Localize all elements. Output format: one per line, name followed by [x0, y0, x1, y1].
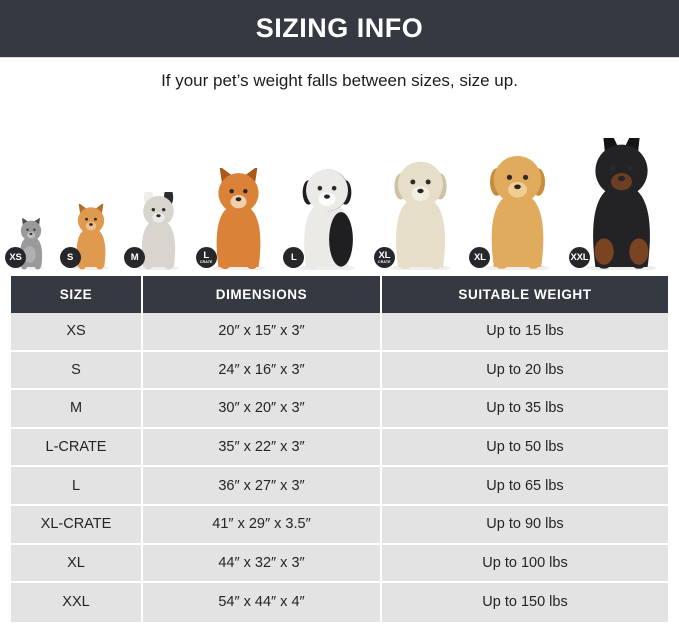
subtitle-container: If your pet’s weight falls between sizes…	[0, 58, 679, 104]
column-header-dimensions: DIMENSIONS	[143, 276, 382, 313]
size-badge: M	[124, 247, 146, 268]
pet-size-comparison-row: XS S M	[0, 104, 679, 276]
weight-cell: Up to 35 lbs	[382, 390, 668, 429]
size-badge: L	[283, 247, 305, 268]
pet-slot-xxl: XXL	[568, 104, 665, 270]
dog-border-collie-icon: L	[283, 164, 362, 270]
pet-slot-xl-crate: XL CRATE	[373, 104, 458, 270]
size-badge-label: L	[203, 249, 209, 261]
size-cell: XXL	[11, 583, 143, 622]
page-header: SIZING INFO	[0, 0, 679, 58]
weight-cell: Up to 65 lbs	[382, 467, 668, 506]
size-badge: XL	[469, 247, 491, 268]
dimensions-cell: 35″ x 22″ x 3″	[143, 428, 382, 468]
cat-icon: XS	[5, 218, 48, 270]
size-badge: L CRATE	[195, 247, 217, 268]
size-cell: XS	[11, 313, 143, 352]
table-row: M 30″ x 20″ x 3″ Up to 35 lbs	[11, 390, 668, 429]
pet-silhouette	[390, 161, 451, 270]
weight-cell: Up to 50 lbs	[382, 428, 668, 468]
pet-slot-m: M	[124, 104, 184, 270]
size-badge: S	[59, 247, 81, 268]
table-row: L-CRATE 35″ x 22″ x 3″ Up to 50 lbs	[11, 428, 668, 468]
size-badge-label: XXL	[570, 251, 589, 263]
size-badge-sublabel: CRATE	[378, 259, 391, 264]
pet-slot-s: S	[59, 104, 113, 270]
table-row: XL 44″ x 32″ x 3″ Up to 100 lbs	[11, 544, 668, 584]
size-badge-label: L	[290, 251, 297, 263]
size-badge-label: XS	[9, 251, 22, 263]
dimensions-cell: 24″ x 16″ x 3″	[143, 351, 382, 391]
table-row: XL-CRATE 41″ x 29″ x 3.5″ Up to 90 lbs	[11, 505, 668, 545]
dog-shiba-inu-icon: L CRATE	[195, 168, 272, 270]
dog-doberman-icon: XXL	[568, 138, 665, 270]
size-cell: L-CRATE	[11, 428, 143, 468]
dimensions-cell: 36″ x 27″ x 3″	[143, 467, 382, 506]
table-row: S 24″ x 16″ x 3″ Up to 20 lbs	[11, 351, 668, 391]
size-cell: S	[11, 351, 143, 391]
dimensions-cell: 30″ x 20″ x 3″	[143, 390, 382, 429]
size-badge-label: XL	[474, 251, 486, 263]
pet-slot-xs: XS	[5, 104, 48, 270]
pet-silhouette	[138, 192, 180, 270]
table-header: SIZE DIMENSIONS SUITABLE WEIGHT	[11, 276, 668, 313]
table-body: XS 20″ x 15″ x 3″ Up to 15 lbs S 24″ x 16″ x…	[11, 313, 668, 622]
dimensions-cell: 54″ x 44″ x 4″	[143, 583, 382, 622]
size-cell: XL-CRATE	[11, 505, 143, 545]
pet-silhouette	[486, 156, 550, 270]
sizing-table-container: SIZE DIMENSIONS SUITABLE WEIGHT XS 20″ x …	[11, 276, 668, 622]
column-header-size: SIZE	[11, 276, 143, 313]
pet-slot-l-crate: L CRATE	[195, 104, 272, 270]
pet-silhouette	[586, 138, 657, 270]
table-row: L 36″ x 27″ x 3″ Up to 65 lbs	[11, 467, 668, 506]
sizing-note: If your pet’s weight falls between sizes…	[161, 71, 518, 90]
dog-labrador-icon: XL CRATE	[373, 156, 458, 270]
pet-silhouette	[17, 218, 45, 270]
size-badge-label: XL	[378, 249, 391, 261]
weight-cell: Up to 150 lbs	[382, 583, 668, 622]
weight-cell: Up to 90 lbs	[382, 505, 668, 545]
size-cell: M	[11, 390, 143, 429]
column-header-weight: SUITABLE WEIGHT	[382, 276, 668, 313]
size-badge: XL CRATE	[373, 247, 395, 268]
size-cell: L	[11, 467, 143, 506]
size-badge: XXL	[568, 247, 590, 268]
weight-cell: Up to 100 lbs	[382, 544, 668, 584]
pet-silhouette	[72, 204, 109, 270]
size-cell: XL	[11, 544, 143, 584]
size-badge: XS	[5, 247, 26, 268]
table-row: XXL 54″ x 44″ x 4″ Up to 150 lbs	[11, 583, 668, 622]
dog-french-bulldog-icon: M	[124, 192, 184, 270]
dog-golden-icon: XL	[469, 150, 557, 270]
pet-silhouette	[211, 168, 265, 270]
size-badge-sublabel: CRATE	[199, 259, 213, 264]
dimensions-cell: 20″ x 15″ x 3″	[143, 313, 382, 352]
table-row: XS 20″ x 15″ x 3″ Up to 15 lbs	[11, 313, 668, 352]
table-header-row: SIZE DIMENSIONS SUITABLE WEIGHT	[11, 276, 668, 313]
size-badge-label: M	[130, 251, 139, 263]
page-title: SIZING INFO	[255, 13, 424, 43]
weight-cell: Up to 15 lbs	[382, 313, 668, 352]
pet-slot-xl: XL	[469, 104, 557, 270]
pet-slot-l: L	[283, 104, 362, 270]
dog-pomeranian-icon: S	[59, 204, 113, 270]
size-badge-label: S	[66, 251, 74, 263]
weight-cell: Up to 20 lbs	[382, 351, 668, 391]
dimensions-cell: 41″ x 29″ x 3.5″	[143, 505, 382, 545]
pet-silhouette	[299, 169, 356, 270]
sizing-table: SIZE DIMENSIONS SUITABLE WEIGHT XS 20″ x …	[11, 276, 668, 622]
dimensions-cell: 44″ x 32″ x 3″	[143, 544, 382, 584]
